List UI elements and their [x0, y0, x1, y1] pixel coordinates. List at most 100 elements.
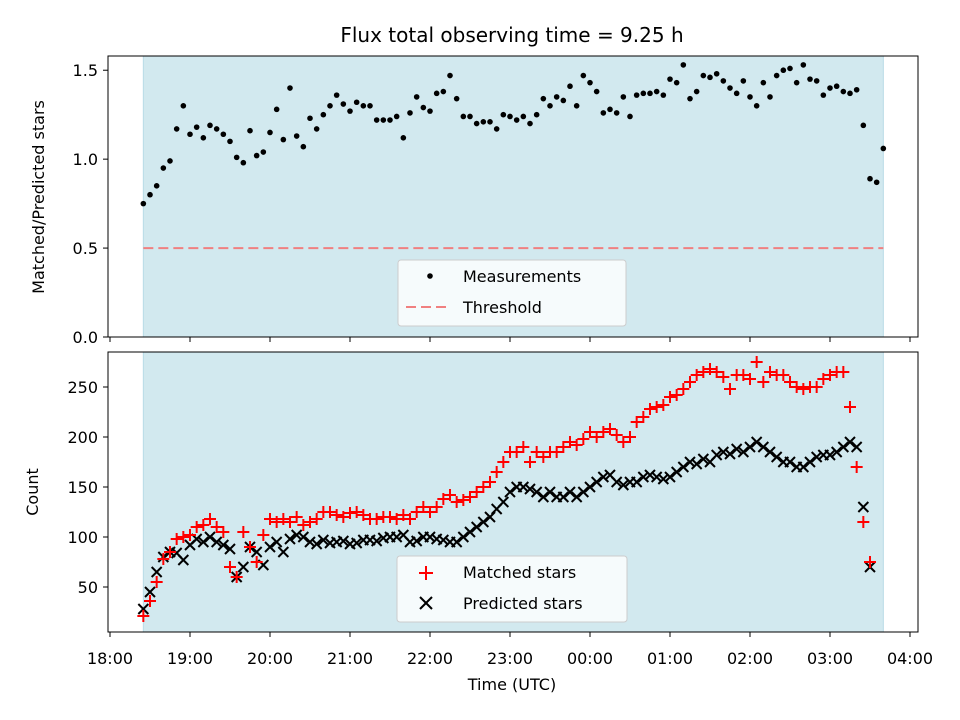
x-tick-label: 19:00: [167, 649, 213, 668]
measurement-point: [600, 110, 607, 116]
legend-predicted-marker: [419, 596, 433, 610]
predicted-point: [730, 443, 743, 455]
measurement-point: [867, 175, 873, 182]
predicted-point: [144, 586, 156, 598]
predicted-point: [737, 446, 750, 458]
x-tick-label: 20:00: [247, 649, 293, 668]
measurement-point: [567, 83, 573, 90]
predicted-point: [150, 566, 163, 578]
matched-point: [284, 516, 296, 528]
measurement-point: [253, 152, 260, 159]
matched-point: [604, 423, 616, 435]
measurement-point: [373, 117, 380, 123]
measurement-point: [733, 90, 740, 97]
predicted-point: [537, 491, 550, 503]
matched-point: [164, 546, 176, 558]
chart-title: Flux total observing time = 9.25 h: [340, 23, 683, 47]
matched-point: [597, 426, 610, 438]
predicted-point: [770, 451, 783, 463]
matched-point: [270, 516, 283, 528]
measurement-points: [140, 62, 887, 207]
matched-point: [417, 501, 430, 513]
matched-point: [590, 431, 603, 443]
measurement-point: [740, 78, 747, 84]
matched-point: [464, 491, 476, 503]
measurement-point: [840, 88, 847, 95]
matched-point: [624, 431, 636, 443]
matched-point: [357, 509, 370, 521]
measurement-point: [860, 122, 867, 129]
predicted-point: [684, 456, 696, 468]
measurement-point: [560, 97, 567, 104]
measurement-point: [693, 88, 700, 95]
matched-point: [610, 429, 623, 441]
predicted-point: [804, 456, 816, 468]
matched-point: [310, 513, 323, 525]
matched-point: [744, 373, 756, 385]
measurement-point: [307, 115, 313, 122]
predicted-point: [250, 546, 263, 558]
measurement-point: [547, 102, 553, 109]
measurement-point: [767, 94, 773, 100]
predicted-point: [137, 603, 150, 615]
bottom-axes-frame: [107, 351, 919, 633]
matched-point: [384, 511, 396, 523]
measurement-point: [140, 200, 147, 207]
top-axes-frame: [107, 55, 919, 338]
matched-point: [430, 501, 443, 513]
top-x-ticks: [109, 337, 911, 342]
matched-point: [564, 436, 576, 448]
measurement-point: [393, 113, 400, 120]
top-y-tick-label: 0.0: [73, 328, 98, 347]
measurement-point: [513, 117, 520, 123]
predicted-point: [504, 486, 516, 498]
matched-point: [424, 506, 436, 518]
top-legend: Measurements Threshold: [397, 259, 627, 327]
measurement-point: [787, 65, 793, 72]
matched-point: [210, 521, 223, 533]
measurement-point: [153, 183, 160, 189]
matched-point: [470, 486, 483, 498]
predicted-point: [517, 481, 530, 493]
x-tick-label: 03:00: [807, 649, 853, 668]
measurement-point: [720, 78, 727, 84]
matched-point: [404, 513, 416, 525]
measurement-point: [613, 110, 620, 116]
predicted-point: [470, 521, 483, 533]
matched-point: [650, 401, 663, 413]
matched-point: [190, 521, 203, 533]
measurement-point: [233, 154, 240, 161]
measurement-point: [320, 111, 327, 118]
x-tick-label: 00:00: [567, 649, 613, 668]
matched-point: [550, 446, 563, 458]
measurement-point: [640, 90, 647, 97]
predicted-point: [577, 486, 590, 498]
predicted-point: [850, 441, 863, 453]
top-y-tick-label: 1.0: [73, 150, 98, 169]
measurement-point: [673, 79, 680, 86]
predicted-point: [464, 526, 476, 538]
measurement-point: [633, 92, 640, 98]
measurement-point: [760, 79, 767, 86]
matched-point: [617, 436, 630, 448]
measurement-point: [200, 135, 207, 141]
predicted-point: [277, 546, 290, 558]
predicted-point: [370, 535, 383, 547]
measurement-point: [340, 101, 347, 107]
measurement-point: [580, 72, 587, 79]
predicted-point: [297, 531, 310, 543]
matched-point: [797, 383, 810, 395]
matched-point: [350, 506, 363, 518]
top-legend-box: [397, 259, 627, 327]
matched-point: [444, 489, 456, 501]
measurement-point: [520, 113, 527, 120]
predicted-point: [584, 481, 596, 493]
predicted-point: [750, 436, 763, 448]
measurement-point: [193, 124, 200, 130]
predicted-point: [477, 516, 490, 528]
matched-point: [170, 533, 183, 545]
measurement-point: [707, 74, 713, 81]
predicted-point: [650, 471, 663, 483]
measurement-point: [240, 159, 247, 166]
